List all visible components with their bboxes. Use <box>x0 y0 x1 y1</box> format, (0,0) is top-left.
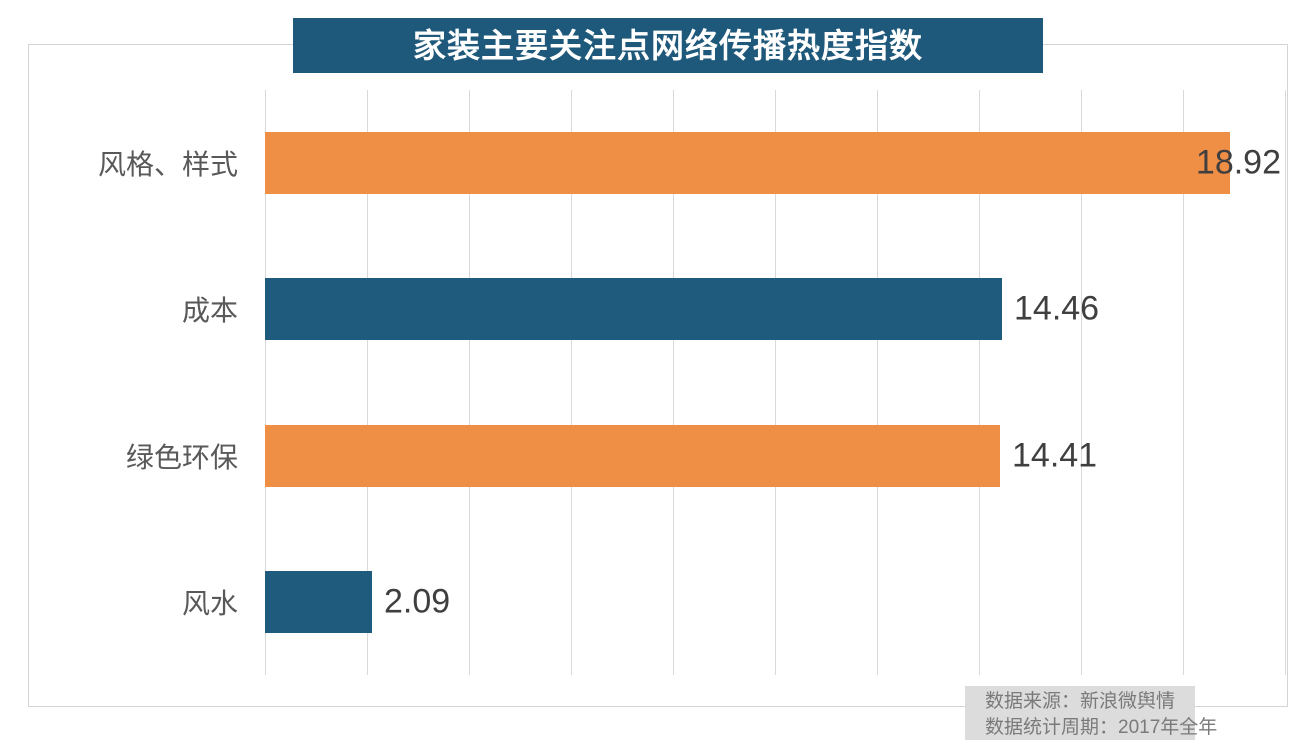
grid-line <box>775 90 776 675</box>
bar-3 <box>265 571 372 633</box>
grid-line <box>367 90 368 675</box>
plot-area: 风格、样式 18.92 成本 14.46 绿色环保 14.41 风水 2.09 <box>98 90 1286 675</box>
category-label: 绿色环保 <box>125 442 238 473</box>
grid-line <box>265 90 266 675</box>
grid-line <box>1183 90 1184 675</box>
grid-line <box>673 90 674 675</box>
chart-title: 家装主要关注点网络传播热度指数 <box>293 18 1043 73</box>
bar-row-1: 成本 14.46 <box>182 236 1285 382</box>
bar-row-2: 绿色环保 14.41 <box>126 383 1285 529</box>
grid-line <box>469 90 470 675</box>
category-label: 成本 <box>181 295 238 326</box>
source-line-2: 数据统计周期：2017年全年 <box>985 717 1218 738</box>
value-label: 14.46 <box>1014 289 1100 328</box>
source-line-1: 数据来源：新浪微舆情 <box>985 691 1176 712</box>
grid-line <box>979 90 980 675</box>
bar-row-3: 风水 2.09 <box>182 529 1285 675</box>
source-note: 数据来源：新浪微舆情 数据统计周期：2017年全年 <box>965 686 1218 740</box>
grid-line <box>571 90 572 675</box>
grid-line <box>1285 90 1286 675</box>
grid-line <box>877 90 878 675</box>
bar-row-0: 风格、样式 18.92 <box>98 90 1285 236</box>
value-label: 18.92 <box>1195 143 1281 182</box>
bar-2 <box>265 425 1000 487</box>
bar-0 <box>265 132 1230 194</box>
grid-line <box>1081 90 1082 675</box>
category-label: 风水 <box>181 588 238 619</box>
bar-1 <box>265 278 1002 340</box>
category-label: 风格、样式 <box>97 149 238 180</box>
value-label: 2.09 <box>384 582 451 621</box>
value-label: 14.41 <box>1012 436 1098 475</box>
